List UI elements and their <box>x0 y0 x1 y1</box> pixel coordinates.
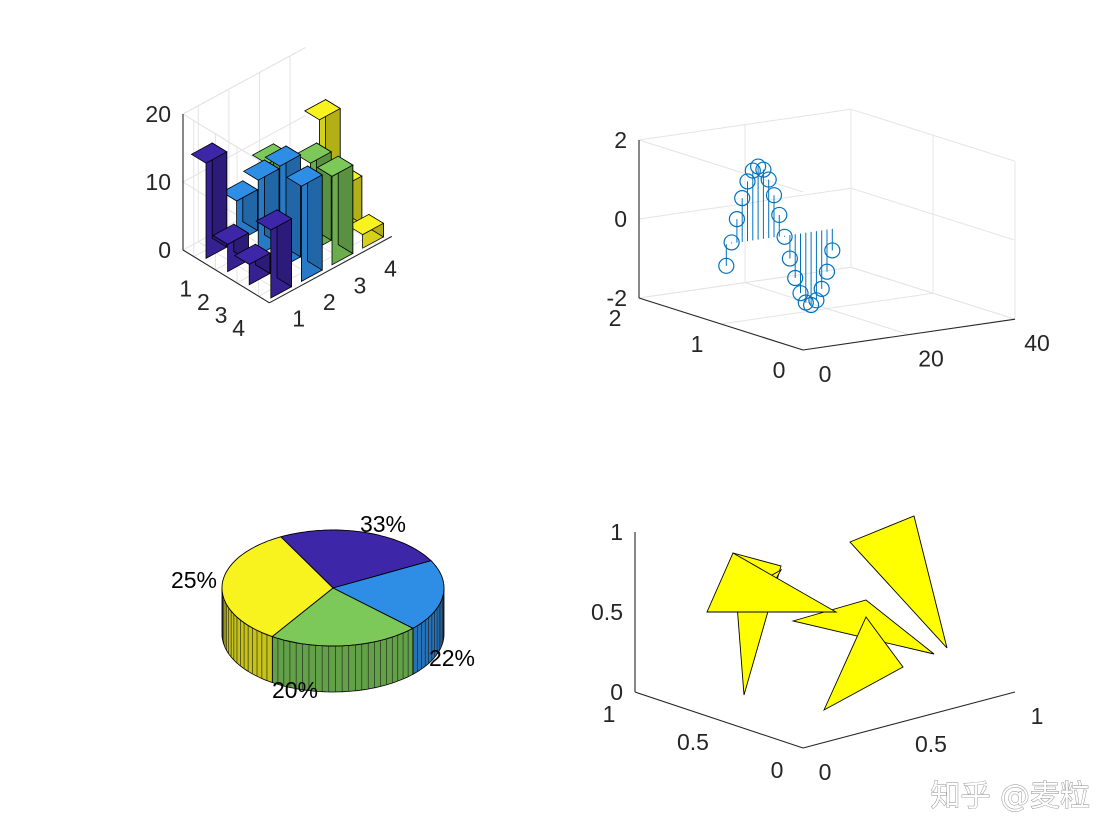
x-tick-label: 0.5 <box>915 731 947 757</box>
stem-marker <box>755 161 772 178</box>
pie3-chart: 25% 20% 22% 33% <box>171 511 475 703</box>
bar-top-face <box>242 159 280 181</box>
z-tick-label: 0 <box>614 206 627 232</box>
z-tick-label: 0 <box>610 679 623 705</box>
x-tick-label: 0 <box>819 759 832 785</box>
pie-label: 33% <box>360 511 406 537</box>
row-tick-label: 3 <box>215 302 228 328</box>
stem-marker <box>744 162 761 179</box>
col-tick-label: 2 <box>323 289 336 315</box>
stem-marker <box>781 250 799 267</box>
y-grid-line <box>802 161 1016 351</box>
col-tick-label: 1 <box>292 306 305 332</box>
bar-top-face <box>212 223 250 245</box>
bar <box>190 142 228 260</box>
y-tick-label: 0 <box>771 757 784 783</box>
bar-top-face <box>347 213 385 236</box>
watermark: 知乎 @麦粒 <box>930 779 1090 814</box>
row-tick-label: 2 <box>197 289 210 315</box>
y-tick-label: 2 <box>609 305 622 331</box>
bar-top-face <box>221 180 259 202</box>
bar <box>285 165 324 283</box>
row-tick-label: 1 <box>179 276 192 302</box>
y-axis-line <box>638 297 804 351</box>
stem-marker <box>818 263 836 280</box>
y-tick-label: 0.5 <box>677 729 709 755</box>
x-axis-line <box>802 691 1016 749</box>
bar-top-face <box>233 243 271 265</box>
bar-top-face <box>303 99 342 121</box>
stem-marker <box>739 173 756 190</box>
x-axis-line <box>802 318 1016 351</box>
stem-marker <box>776 228 793 245</box>
top-edge <box>638 139 804 193</box>
filled-triangle <box>706 552 838 613</box>
z-tick-label: 1 <box>610 519 623 545</box>
stem-marker <box>813 280 830 297</box>
z-tick-label: 20 <box>145 101 171 127</box>
y-tick-label: 0 <box>773 357 786 383</box>
bar-top-face <box>285 165 324 187</box>
stem-marker <box>765 187 783 204</box>
y-grid-line <box>720 135 934 325</box>
bar <box>233 243 271 286</box>
stem-marker <box>760 171 777 188</box>
bar <box>347 213 385 249</box>
stem-marker <box>824 242 841 259</box>
bar <box>316 155 354 266</box>
z-tick-label: -2 <box>607 285 627 311</box>
x-tick-label: 40 <box>1024 330 1050 356</box>
filled-triangle <box>849 515 948 649</box>
y-tick-label: 1 <box>691 331 704 357</box>
x-tick-label: 20 <box>918 346 944 372</box>
stem-marker <box>771 206 788 224</box>
pie-slice <box>221 536 334 638</box>
y-tick-label: 1 <box>603 701 616 727</box>
col-tick-label: 4 <box>384 256 397 282</box>
x-tick-label: 1 <box>1031 703 1044 729</box>
bar-top-face <box>190 142 228 164</box>
stem-marker <box>728 211 746 228</box>
stem-marker <box>718 257 735 274</box>
pie-label: 25% <box>171 567 217 593</box>
stem-marker <box>734 190 751 207</box>
z-tick-label: 2 <box>614 127 627 153</box>
pie-slice <box>271 587 414 647</box>
x-tick-label: 0 <box>819 361 832 387</box>
bar <box>212 223 250 273</box>
stem-marker <box>749 158 767 175</box>
z-tick-label: 0 <box>158 237 171 263</box>
row-axis-line <box>182 249 270 304</box>
z-grid-line <box>638 266 1016 320</box>
z-tick-label: 0.5 <box>591 599 623 625</box>
pie-label: 22% <box>429 645 475 671</box>
pie-label: 20% <box>272 677 318 703</box>
col-axis-line <box>269 235 393 304</box>
stem-marker <box>808 292 825 309</box>
bar-top-face <box>294 142 333 164</box>
bar-top-face <box>255 209 293 231</box>
bar <box>255 209 293 299</box>
y-axis-line <box>634 691 804 749</box>
bar-top-face <box>316 155 354 177</box>
stem-marker <box>787 269 804 287</box>
stem-marker <box>723 234 740 251</box>
z-tick-label: 10 <box>145 169 171 195</box>
row-tick-label: 4 <box>232 315 245 341</box>
z-grid-line <box>638 108 1016 162</box>
bar-top-face <box>264 145 302 167</box>
x-grid-line <box>638 140 804 351</box>
col-tick-label: 3 <box>354 272 367 298</box>
stem-marker <box>792 285 809 302</box>
y-grid-line <box>638 109 852 299</box>
filled-triangle <box>823 616 904 712</box>
stem-marker <box>802 296 820 314</box>
pie-slice <box>331 560 445 629</box>
